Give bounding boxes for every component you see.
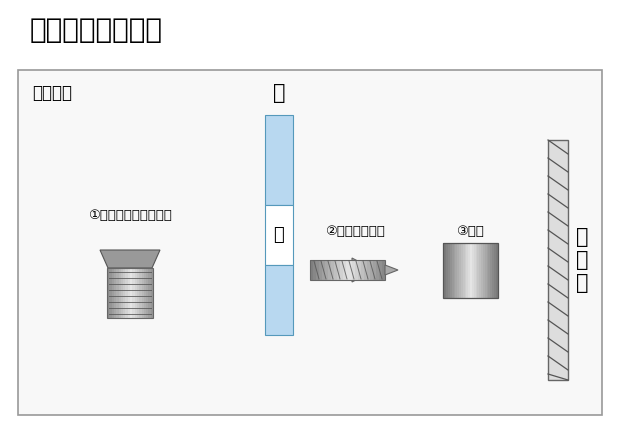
Bar xyxy=(476,243,477,298)
Bar xyxy=(340,260,343,280)
Bar xyxy=(495,243,497,298)
Text: ①キャップ付き中ネジ: ①キャップ付き中ネジ xyxy=(88,209,172,222)
Bar xyxy=(489,243,490,298)
Bar xyxy=(116,268,118,318)
Bar xyxy=(474,243,476,298)
Bar xyxy=(130,268,132,318)
Text: 穴: 穴 xyxy=(273,226,285,244)
Bar xyxy=(265,115,293,205)
Bar xyxy=(128,268,130,318)
Bar xyxy=(265,265,293,335)
Polygon shape xyxy=(385,265,398,275)
Bar xyxy=(337,260,340,280)
Bar xyxy=(146,268,148,318)
Bar xyxy=(487,243,489,298)
Bar xyxy=(457,243,459,298)
Bar xyxy=(319,260,322,280)
Bar xyxy=(379,260,382,280)
Bar xyxy=(468,243,470,298)
Bar xyxy=(358,260,361,280)
Bar xyxy=(109,268,112,318)
Bar xyxy=(479,243,481,298)
Bar xyxy=(461,243,463,298)
Bar xyxy=(107,268,153,318)
Bar xyxy=(18,70,602,415)
Bar xyxy=(455,243,457,298)
Bar xyxy=(463,243,464,298)
Bar xyxy=(114,268,116,318)
Bar xyxy=(343,260,346,280)
Text: 設
置
面: 設 置 面 xyxy=(576,227,588,293)
Bar xyxy=(483,243,485,298)
Bar xyxy=(364,260,367,280)
Bar xyxy=(481,243,483,298)
Bar xyxy=(151,268,153,318)
Bar xyxy=(140,268,141,318)
Bar xyxy=(485,243,487,298)
Bar xyxy=(464,243,466,298)
Bar xyxy=(310,260,313,280)
Bar xyxy=(446,243,448,298)
Bar xyxy=(477,243,479,298)
Bar xyxy=(490,243,492,298)
Bar xyxy=(548,140,568,380)
Bar xyxy=(316,260,319,280)
Bar xyxy=(118,268,121,318)
Bar xyxy=(448,243,450,298)
Bar xyxy=(132,268,135,318)
Text: 板: 板 xyxy=(273,83,285,103)
Bar xyxy=(141,268,144,318)
Bar xyxy=(459,243,461,298)
Bar xyxy=(370,260,373,280)
Bar xyxy=(265,205,293,265)
Bar xyxy=(450,243,451,298)
Bar xyxy=(148,268,151,318)
Polygon shape xyxy=(352,258,375,282)
Bar xyxy=(112,268,114,318)
Bar xyxy=(123,268,125,318)
Bar xyxy=(349,260,352,280)
Bar xyxy=(445,243,446,298)
Bar xyxy=(443,243,445,298)
Text: 取付方法について: 取付方法について xyxy=(30,16,163,44)
Bar xyxy=(492,243,494,298)
Text: ②胴体固定ネジ: ②胴体固定ネジ xyxy=(325,225,385,238)
Bar xyxy=(107,268,109,318)
Bar xyxy=(144,268,146,318)
Bar xyxy=(346,260,349,280)
Bar xyxy=(125,268,128,318)
Bar xyxy=(373,260,376,280)
Bar xyxy=(352,260,355,280)
Bar xyxy=(310,260,385,280)
Bar xyxy=(328,260,331,280)
Bar xyxy=(382,260,385,280)
Text: 部品解説: 部品解説 xyxy=(32,84,72,102)
Bar xyxy=(494,243,495,298)
Bar xyxy=(361,260,364,280)
Bar xyxy=(322,260,325,280)
Bar xyxy=(121,268,123,318)
Bar xyxy=(325,260,328,280)
Bar xyxy=(331,260,334,280)
Bar xyxy=(451,243,453,298)
Text: ③胴体: ③胴体 xyxy=(456,225,484,238)
Bar xyxy=(443,243,497,298)
Polygon shape xyxy=(100,250,160,268)
Bar xyxy=(376,260,379,280)
Bar xyxy=(472,243,474,298)
Bar xyxy=(334,260,337,280)
Bar xyxy=(453,243,455,298)
Bar xyxy=(137,268,140,318)
Bar xyxy=(355,260,358,280)
Bar xyxy=(135,268,137,318)
Bar xyxy=(313,260,316,280)
Bar xyxy=(367,260,370,280)
Bar xyxy=(466,243,468,298)
Bar xyxy=(470,243,472,298)
